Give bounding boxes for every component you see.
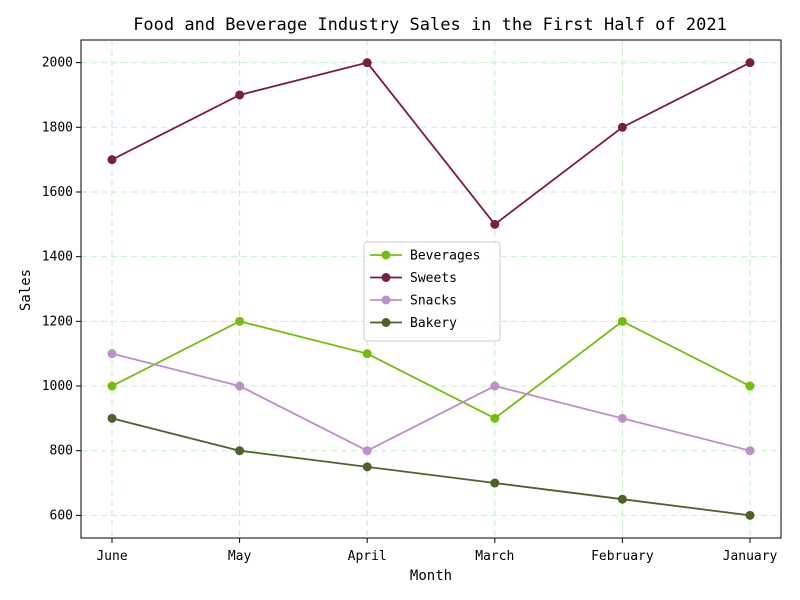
series-group xyxy=(107,58,755,520)
data-point-beverages xyxy=(235,316,245,326)
legend-marker xyxy=(381,250,391,260)
legend-marker xyxy=(381,273,391,282)
series-beverages xyxy=(107,316,755,423)
data-point-beverages xyxy=(362,349,372,359)
y-tick-label: 2000 xyxy=(42,56,73,71)
data-point-sweets xyxy=(617,122,627,132)
data-point-sweets xyxy=(490,219,500,229)
chart-title: Food and Beverage Industry Sales in the … xyxy=(133,15,727,35)
data-point-beverages xyxy=(490,413,500,423)
legend-label: Snacks xyxy=(410,294,457,309)
y-axis-ticks: 600 800 1000 1200 1400 1600 1800 2000 xyxy=(42,56,81,523)
legend-label: Beverages xyxy=(410,249,480,264)
y-tick-label: 1000 xyxy=(42,379,73,394)
y-axis-label: Sales xyxy=(18,269,34,311)
y-tick-label: 600 xyxy=(50,508,73,523)
y-tick-label: 1200 xyxy=(42,314,73,329)
x-tick-label: January xyxy=(723,549,778,564)
data-point-beverages xyxy=(107,381,117,391)
legend: Beverages Sweets Snacks Bakery xyxy=(363,241,501,342)
legend-item-bakery: Bakery xyxy=(370,316,457,331)
series-snacks xyxy=(107,349,755,456)
data-point-bakery xyxy=(617,494,627,504)
data-point-bakery xyxy=(362,462,372,472)
legend-box xyxy=(363,241,501,342)
legend-item-sweets: Sweets xyxy=(370,271,457,286)
data-point-snacks xyxy=(745,446,755,456)
x-tick-label: February xyxy=(591,549,654,564)
data-point-bakery xyxy=(235,446,245,456)
data-point-sweets xyxy=(235,90,245,100)
plot-frame xyxy=(80,39,782,539)
data-point-sweets xyxy=(107,155,117,165)
x-tick-label: April xyxy=(348,549,387,564)
legend-item-beverages: Beverages xyxy=(370,249,480,264)
data-point-snacks xyxy=(235,381,245,391)
data-point-sweets xyxy=(362,58,372,68)
x-axis-label: Month xyxy=(410,568,452,584)
y-tick-label: 800 xyxy=(50,444,73,459)
x-axis-ticks: June May April March February January xyxy=(96,538,778,564)
series-line-bakery xyxy=(111,417,751,517)
data-point-bakery xyxy=(745,510,755,520)
series-line-beverages xyxy=(111,320,751,420)
series-line-snacks xyxy=(111,352,751,452)
legend-item-snacks: Snacks xyxy=(370,294,457,309)
x-tick-label: March xyxy=(475,549,514,564)
data-point-snacks xyxy=(617,413,627,423)
y-tick-label: 1800 xyxy=(42,120,73,135)
series-bakery xyxy=(107,413,755,520)
data-point-bakery xyxy=(107,413,117,423)
x-tick-label: May xyxy=(228,549,252,564)
x-tick-label: June xyxy=(96,549,127,564)
y-tick-label: 1400 xyxy=(42,250,73,265)
data-point-beverages xyxy=(617,316,627,326)
legend-label: Bakery xyxy=(410,316,457,331)
data-point-snacks xyxy=(362,446,372,456)
data-point-snacks xyxy=(490,381,500,391)
data-point-sweets xyxy=(745,58,755,68)
data-point-snacks xyxy=(107,349,117,359)
series-line-sweets xyxy=(111,61,751,226)
y-tick-label: 1600 xyxy=(42,185,73,200)
data-point-beverages xyxy=(745,381,755,391)
legend-label: Sweets xyxy=(410,271,457,286)
data-point-bakery xyxy=(490,478,500,488)
legend-marker xyxy=(381,295,391,305)
series-sweets xyxy=(107,58,755,229)
legend-marker xyxy=(381,318,391,327)
